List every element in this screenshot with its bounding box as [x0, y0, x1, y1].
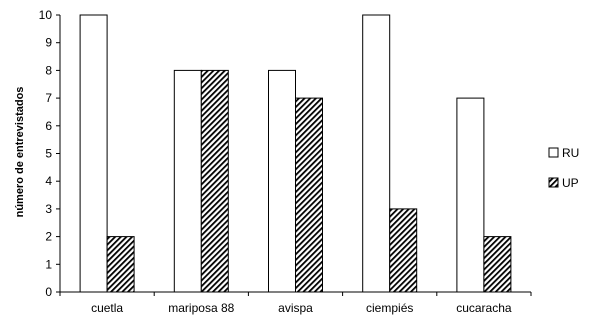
bar-up [106, 236, 135, 293]
bar-ru [456, 97, 485, 293]
y-tick-label: 9 [45, 36, 52, 50]
x-category-label: avispa [278, 301, 313, 315]
x-category-label: cuetla [91, 301, 123, 315]
bar-ru [362, 14, 391, 293]
bar-ru [268, 69, 296, 293]
bar-ru [173, 69, 202, 293]
plot-area: 0 1 2 3 4 5 6 7 8 9 10 cuetla mariposa 88 avispa ciemp… [39, 8, 532, 315]
bar-up [200, 69, 229, 293]
y-tick-label: 5 [45, 147, 52, 161]
y-tick-label: 8 [45, 63, 52, 77]
x-category-label: mariposa 88 [168, 301, 234, 315]
y-tick-label: 3 [45, 202, 52, 216]
y-tick-label: 7 [45, 91, 52, 105]
bar-up [483, 236, 512, 293]
y-tick-label: 1 [45, 257, 52, 271]
legend-swatch-up [548, 177, 559, 188]
legend: RU UP [548, 146, 579, 190]
bar-ru [79, 14, 108, 293]
y-tick-label: 4 [45, 174, 52, 188]
legend-label-ru: RU [562, 146, 579, 160]
x-category-label: cucaracha [456, 301, 512, 315]
y-tick-label: 10 [39, 8, 53, 22]
y-tick-label: 0 [45, 285, 52, 299]
legend-swatch-ru [548, 147, 559, 158]
y-tick-label: 2 [45, 230, 52, 244]
y-tick-label: 6 [45, 119, 52, 133]
legend-label-up: UP [562, 176, 579, 190]
y-axis-title: número de entrevistados [14, 87, 26, 218]
bar-up [295, 97, 323, 293]
bar-up [389, 208, 418, 293]
x-category-label: ciempiés [366, 301, 413, 315]
